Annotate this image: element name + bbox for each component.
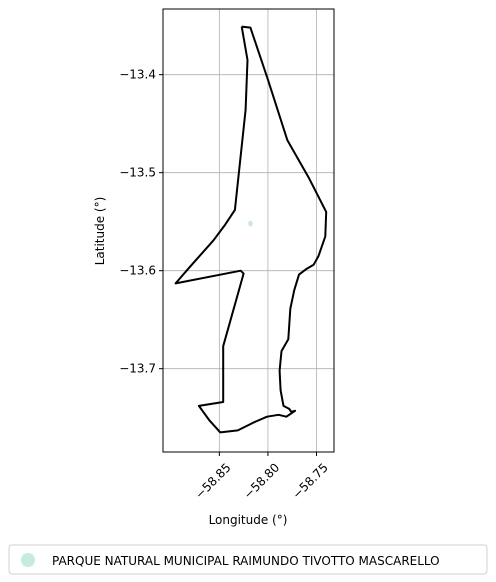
y-tick-label: −13.5	[119, 166, 156, 180]
x-axis-label: Longitude (°)	[209, 513, 288, 527]
x-tick-label: −58.85	[192, 460, 233, 501]
plot-area	[163, 9, 334, 452]
x-tick-label: −58.80	[241, 460, 282, 501]
features	[174, 25, 328, 434]
park-boundary	[174, 25, 328, 434]
legend-box	[8, 544, 488, 575]
plot-frame	[162, 8, 335, 453]
y-tick-label: −13.7	[119, 362, 156, 376]
legend-label: PARQUE NATURAL MUNICIPAL RAIMUNDO TIVOTT…	[52, 554, 440, 568]
park-point	[248, 220, 253, 227]
legend-marker	[21, 553, 35, 567]
y-tick-label: −13.6	[119, 264, 156, 278]
y-tick-label: −13.4	[119, 68, 156, 82]
y-axis-label: Latitude (°)	[93, 197, 107, 266]
x-tick-label: −58.75	[290, 460, 331, 501]
